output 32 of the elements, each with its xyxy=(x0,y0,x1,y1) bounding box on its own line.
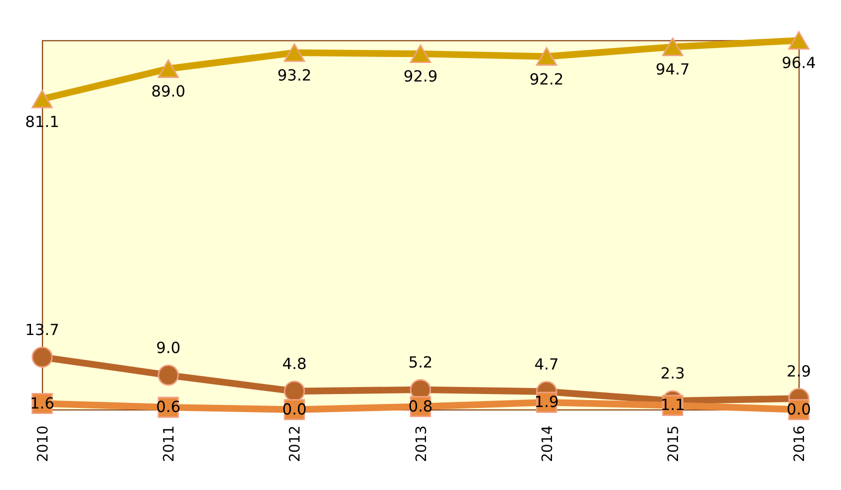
point xyxy=(410,44,432,64)
data-label: 94.7 xyxy=(656,60,690,79)
data-label: 5.2 xyxy=(408,354,433,372)
data-label: 4.7 xyxy=(534,356,559,374)
point xyxy=(158,60,179,78)
x-tick-label: 2016 xyxy=(792,425,808,462)
data-label: 93.2 xyxy=(277,66,312,84)
data-label: 1.9 xyxy=(534,393,559,412)
data-label: 89.0 xyxy=(151,82,186,101)
data-label: 0.0 xyxy=(282,400,307,418)
data-label: 2.3 xyxy=(660,364,685,383)
point xyxy=(158,364,179,386)
data-label: 4.8 xyxy=(282,355,307,374)
data-label: 92.2 xyxy=(530,70,564,88)
x-tick-label: 2010 xyxy=(35,425,52,462)
x-tick-label: 2012 xyxy=(288,425,304,462)
x-tick-label: 2013 xyxy=(414,425,430,462)
data-label: 1.1 xyxy=(660,396,685,414)
point xyxy=(284,43,305,62)
point xyxy=(536,47,558,66)
point xyxy=(32,346,53,368)
point xyxy=(32,90,53,108)
data-label: 1.6 xyxy=(30,394,54,412)
x-tick-label: 2011 xyxy=(162,425,178,462)
data-label: 9.0 xyxy=(156,339,180,358)
x-tick-label: 2014 xyxy=(540,425,556,462)
point xyxy=(788,31,810,50)
point xyxy=(662,38,684,56)
data-label: 92.9 xyxy=(403,68,438,86)
x-tick-label: 2015 xyxy=(666,425,682,462)
data-label: 0.6 xyxy=(156,398,180,416)
data-label: 0.8 xyxy=(408,397,433,416)
